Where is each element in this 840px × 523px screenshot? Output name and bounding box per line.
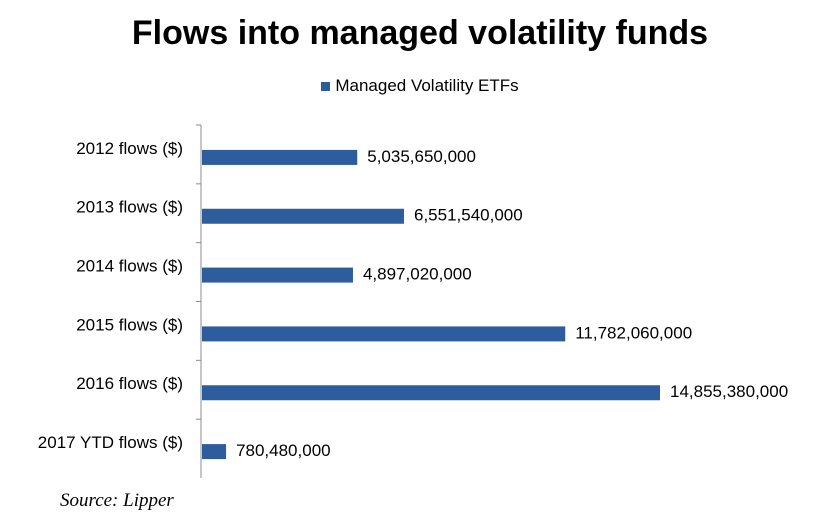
data-label: 4,897,020,000 [363,265,472,284]
chart-title: Flows into managed volatility funds [131,14,709,52]
category-label: 2014 flows ($) [76,257,183,276]
legend-label: Managed Volatility ETFs [335,76,519,95]
data-label: 5,035,650,000 [367,147,476,166]
bar [202,385,660,401]
category-label: 2015 flows ($) [76,315,183,334]
legend-swatch [321,81,331,91]
bar [202,208,404,224]
category-label: 2016 flows ($) [76,374,183,393]
category-label: 2017 YTD flows ($) [38,433,183,452]
category-label: 2013 flows ($) [76,198,183,217]
bar [202,444,227,460]
bar [202,267,353,283]
legend: Managed Volatility ETFs [0,76,840,96]
data-label: 14,855,380,000 [670,382,788,401]
data-label: 11,782,060,000 [575,323,692,342]
category-label: 2012 flows ($) [76,139,183,158]
source-note: Source: Lipper [60,490,174,511]
data-label: 6,551,540,000 [414,206,523,225]
bar [202,326,566,342]
bar [202,149,358,165]
data-label: 780,480,000 [236,441,331,460]
